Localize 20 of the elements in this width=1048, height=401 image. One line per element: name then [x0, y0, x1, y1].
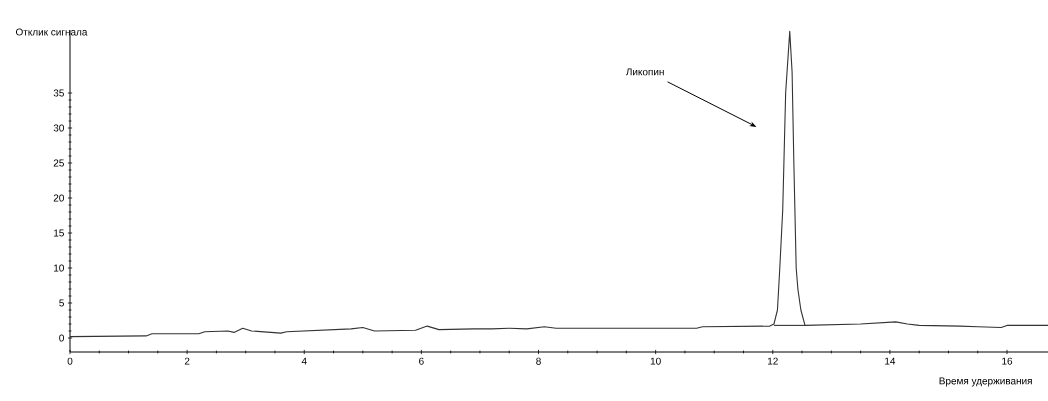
y-tick-label: 15 [54, 229, 64, 237]
annotation: Ликопин [625, 68, 664, 76]
x-tick-label: 12 [767, 357, 778, 365]
y-tick-label: 0 [59, 334, 64, 342]
x-axis-title: Время удерживания [939, 377, 1032, 387]
x-tick-label: 8 [536, 357, 541, 365]
x-tick-label: 16 [1002, 357, 1013, 365]
x-tick-label: 10 [650, 357, 661, 365]
x-tick-label: 14 [885, 357, 896, 365]
y-tick-label: 35 [53, 89, 64, 97]
y-tick-label: 20 [53, 194, 64, 202]
y-axis-title: Отклик сигнала [15, 28, 88, 36]
x-tick-label: 6 [419, 357, 424, 365]
y-tick-label: 30 [53, 124, 64, 132]
x-tick-label: 2 [184, 357, 190, 365]
y-tick-label: 5 [59, 299, 64, 307]
x-tick-label: 0 [67, 357, 73, 365]
y-tick-label: 10 [54, 264, 64, 272]
y-tick-label: 25 [53, 159, 64, 167]
x-tick-label: 4 [301, 357, 307, 365]
